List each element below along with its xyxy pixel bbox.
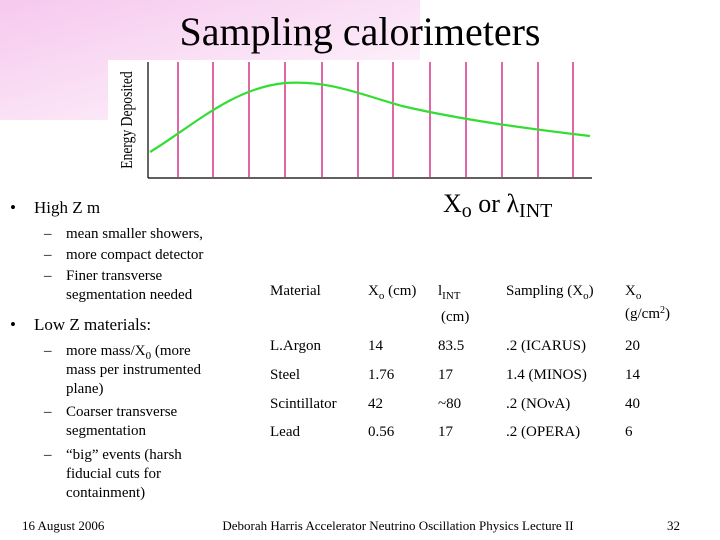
table-cell: 14 (625, 367, 641, 383)
sub-bullet: Coarser transverse (66, 404, 178, 420)
subscript: o (379, 290, 385, 302)
table-cell: 40 (625, 396, 640, 412)
table-header: (g/cm2) (625, 305, 670, 322)
dash: – (43, 447, 52, 463)
dash: – (43, 247, 52, 263)
text-part: more mass/X (66, 343, 146, 359)
table-cell: .2 (OPERA) (506, 424, 580, 440)
x-axis-label: Xo or λINT (443, 189, 552, 222)
subscript: 0 (146, 350, 152, 362)
sub-bullet: “big” events (harsh (66, 447, 182, 463)
table-header: Material (270, 283, 321, 299)
table-cell: 6 (625, 424, 633, 440)
text-part: ) (665, 306, 670, 322)
text-part: ) (589, 283, 594, 299)
bullet-marker: • (10, 198, 16, 217)
sub-bullet: more mass/X0 (more (66, 343, 191, 362)
dash: – (43, 226, 52, 242)
x-label-sub: o (462, 200, 472, 222)
text-part: (cm) (384, 283, 416, 299)
bullet-text: High Z m (34, 198, 100, 217)
bullet-text: Low Z materials: (34, 315, 151, 334)
text-part: (more (151, 343, 191, 359)
table-cell: 42 (368, 396, 383, 412)
materials-table: Material Xo (cm) lINT (cm) Sampling (Xo)… (270, 283, 670, 440)
table-cell: 1.76 (368, 367, 395, 383)
y-axis-label: Energy Deposited (118, 71, 137, 169)
subscript: o (636, 290, 642, 302)
bullet-list: • High Z m – mean smaller showers, – mor… (10, 198, 203, 501)
text-part: l (438, 283, 442, 299)
table-header: lINT (438, 283, 461, 302)
sub-bullet: fiducial cuts for (66, 466, 161, 482)
page-number: 32 (667, 518, 680, 533)
sub-bullet: plane) (66, 381, 103, 397)
superscript: 2 (660, 305, 665, 316)
shower-figure: Energy Deposited Xo or λINT (108, 60, 594, 222)
table-cell: Lead (270, 424, 300, 440)
dash: – (43, 268, 52, 284)
footer-title: Deborah Harris Accelerator Neutrino Osci… (222, 518, 573, 533)
table-cell: 17 (438, 367, 454, 383)
table-cell: 83.5 (438, 338, 464, 354)
dash: – (43, 404, 52, 420)
table-cell: .2 (NOνA) (506, 396, 570, 412)
absorber-plates (177, 62, 574, 177)
table-cell: 17 (438, 424, 454, 440)
table-cell: 0.56 (368, 424, 395, 440)
text-part: Sampling (X (506, 283, 583, 299)
figure-background (108, 60, 594, 220)
table-header: Xo (625, 283, 642, 302)
table-cell: 1.4 (MINOS) (506, 367, 587, 383)
table-header: Xo (cm) (368, 283, 416, 302)
text-part: X (625, 283, 636, 299)
table-cell: ~80 (438, 396, 461, 412)
x-label-mid: or λ (472, 189, 520, 218)
table-header: (cm) (441, 309, 469, 325)
sub-bullet: mass per instrumented (66, 362, 201, 378)
sub-bullet: more compact detector (66, 247, 203, 263)
sub-bullet: mean smaller showers, (66, 226, 203, 242)
x-label-sub2: INT (519, 200, 552, 222)
text-part: X (368, 283, 379, 299)
table-cell: Steel (270, 367, 300, 383)
text-part: (g/cm (625, 306, 660, 322)
footer-date: 16 August 2006 (22, 518, 105, 533)
sub-bullet: segmentation needed (66, 287, 193, 303)
slide-title: Sampling calorimeters (179, 9, 540, 54)
table-cell: L.Argon (270, 338, 321, 354)
table-cell: 14 (368, 338, 384, 354)
table-cell: .2 (ICARUS) (506, 338, 586, 354)
sub-bullet: segmentation (66, 423, 146, 439)
x-label-base: X (443, 189, 462, 218)
dash: – (43, 343, 52, 359)
table-header: Sampling (Xo) (506, 283, 594, 302)
sub-bullet: Finer transverse (66, 268, 163, 284)
subscript: INT (442, 290, 461, 302)
shower-curve (149, 81, 591, 153)
table-cell: Scintillator (270, 396, 337, 412)
sub-bullet: containment) (66, 485, 145, 501)
bullet-marker: • (10, 315, 16, 334)
subscript: o (583, 290, 589, 302)
table-cell: 20 (625, 338, 640, 354)
